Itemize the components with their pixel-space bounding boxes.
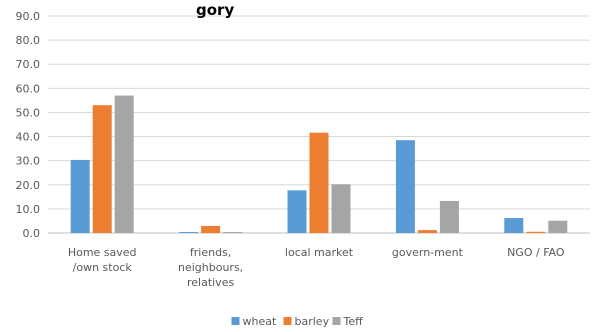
legend-label-wheat: wheat: [243, 315, 277, 328]
category-label: friends, neighbours, relatives: [178, 246, 243, 289]
bar-wheat: [70, 159, 90, 233]
y-tick-label: 70.0: [16, 58, 41, 71]
category-label: Home saved/own stock: [68, 246, 137, 274]
bar-teff: [331, 184, 351, 233]
bar-teff: [114, 95, 134, 233]
bar-barley: [92, 105, 112, 233]
bar-wheat: [179, 232, 199, 233]
category-label: govern-ment: [392, 246, 464, 259]
y-axis-tick-labels: 0.0 10.0 20.0 30.0 40.0 50.0 60.0 70.0 80.0 90.0: [16, 10, 41, 240]
bars: [70, 95, 568, 233]
x-axis-category-labels: Home saved/own stock friends, neighbours, r…: [68, 246, 565, 289]
bar-teff: [548, 220, 568, 233]
legend-swatch-wheat: [231, 317, 240, 325]
category-label: NGO / FAO: [507, 246, 565, 259]
legend: wheat barley Teff: [231, 315, 364, 328]
legend-label-teff: Teff: [343, 315, 364, 328]
y-tick-label: 20.0: [16, 179, 41, 192]
y-tick-label: 0.0: [23, 227, 41, 240]
chart-title: gory: [196, 1, 234, 19]
y-tick-label: 30.0: [16, 155, 41, 168]
bar-barley: [201, 226, 221, 233]
y-tick-label: 40.0: [16, 131, 41, 144]
bar-barley: [417, 230, 437, 233]
bar-wheat: [395, 140, 415, 233]
y-tick-label: 50.0: [16, 106, 41, 119]
legend-label-barley: barley: [295, 315, 330, 328]
y-tick-label: 60.0: [16, 82, 41, 95]
legend-swatch-teff: [332, 317, 341, 325]
category-label: local market: [285, 246, 354, 259]
bar-barley: [526, 231, 546, 233]
bar-wheat: [504, 218, 524, 233]
y-tick-label: 80.0: [16, 34, 41, 47]
bar-teff: [223, 232, 243, 233]
bar-barley: [309, 132, 329, 233]
y-tick-label: 90.0: [16, 10, 41, 23]
y-tick-label: 10.0: [16, 203, 41, 216]
bar-teff: [439, 200, 459, 233]
bar-wheat: [287, 190, 307, 233]
legend-swatch-barley: [283, 317, 292, 325]
